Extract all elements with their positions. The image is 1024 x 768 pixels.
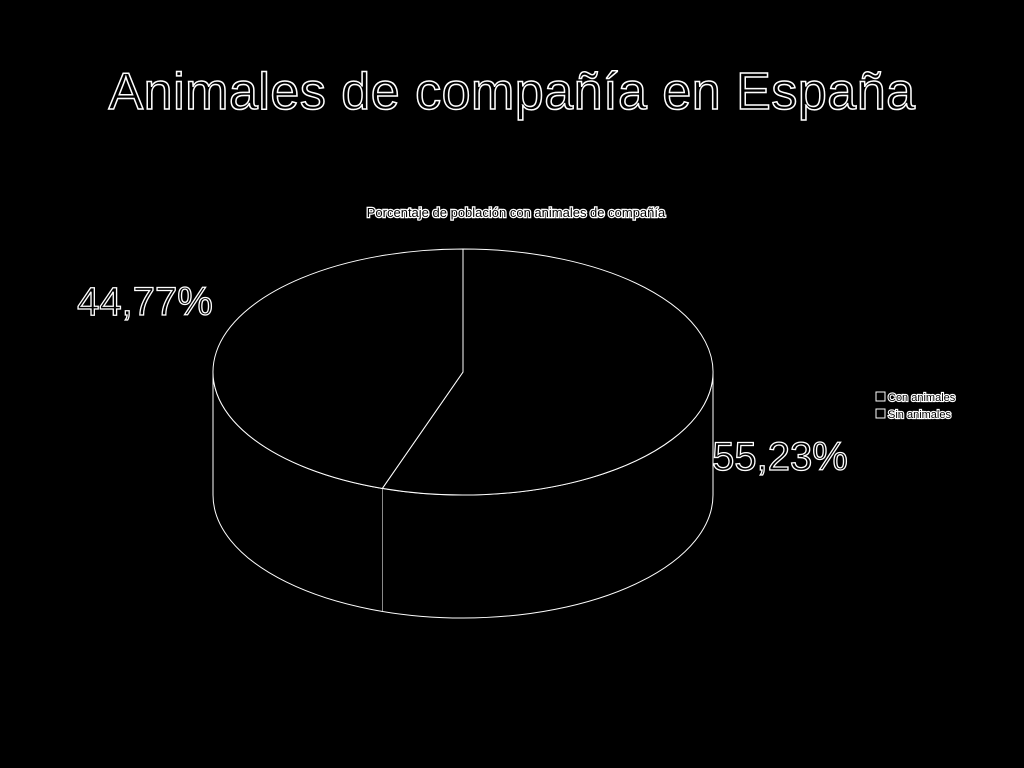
legend-swatch bbox=[875, 391, 886, 402]
chart-title: Porcentaje de población con animales de … bbox=[367, 205, 666, 220]
data-label-con-animales: 55,23% bbox=[712, 435, 848, 479]
data-label-sin-animales: 44,77% bbox=[77, 280, 213, 324]
legend-item-sin-animales: Sin animales bbox=[888, 409, 951, 421]
pie-slice-con-animales[interactable] bbox=[381, 248, 714, 496]
legend-item-con-animales: Con animales bbox=[888, 392, 956, 404]
legend-swatch bbox=[875, 408, 886, 419]
legend[interactable]: Con animales Sin animales bbox=[875, 391, 957, 422]
data-labels: 55,23% 44,77% bbox=[77, 279, 849, 479]
pie-layer bbox=[212, 248, 714, 619]
slide-title: Animales de compañía en España bbox=[108, 62, 916, 122]
pie-slice-sin-animales[interactable] bbox=[212, 248, 464, 489]
